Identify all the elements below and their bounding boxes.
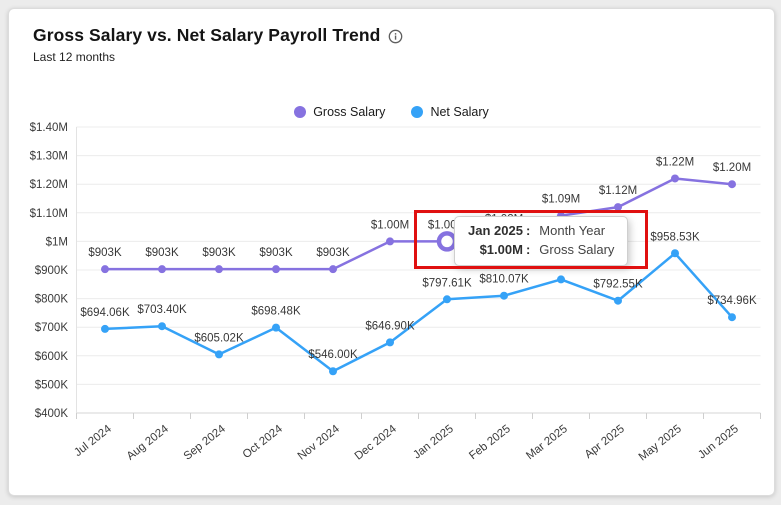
legend-dot-icon	[294, 106, 307, 118]
legend-item-gross-salary[interactable]: Gross Salary	[294, 105, 385, 119]
info-icon[interactable]	[388, 29, 403, 44]
payroll-trend-card: Gross Salary vs. Net Salary Payroll Tren…	[8, 8, 775, 496]
subtitle: Last 12 months	[33, 50, 116, 64]
legend-label: Net Salary	[430, 105, 489, 119]
page-title: Gross Salary vs. Net Salary Payroll Tren…	[33, 25, 381, 45]
legend-label: Gross Salary	[313, 105, 386, 119]
card-header: Gross Salary vs. Net Salary Payroll Tren…	[33, 25, 403, 64]
legend-dot-icon	[411, 106, 424, 118]
chart-legend: Gross Salary Net Salary	[9, 105, 774, 119]
highlight-box-annotation	[414, 210, 648, 269]
legend-item-net-salary[interactable]: Net Salary	[411, 105, 489, 119]
